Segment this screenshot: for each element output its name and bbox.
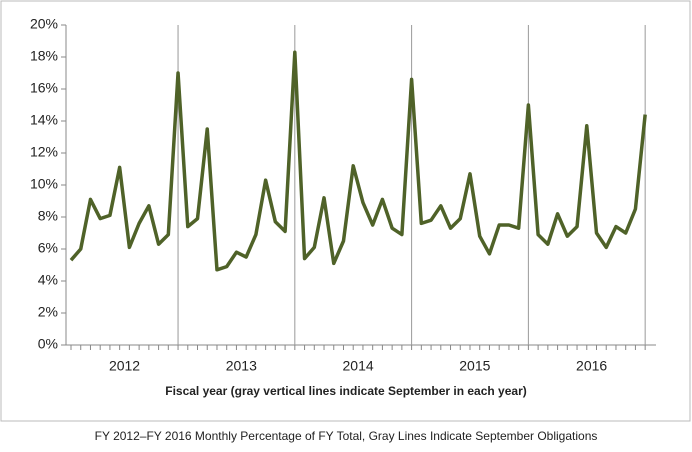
- y-tick-label: 12%: [30, 144, 58, 160]
- x-axis-title: Fiscal year (gray vertical lines indicat…: [165, 384, 527, 398]
- y-tick-label: 8%: [38, 208, 58, 224]
- y-tick-label: 6%: [38, 240, 58, 256]
- chart-border: [0, 0, 691, 422]
- x-tick-label: 2015: [459, 358, 490, 374]
- y-tick-label: 18%: [30, 48, 58, 64]
- y-tick-label: 0%: [38, 336, 58, 352]
- y-tick-label: 16%: [30, 80, 58, 96]
- y-tick-label: 2%: [38, 304, 58, 320]
- data-line: [69, 50, 647, 272]
- caption: FY 2012–FY 2016 Monthly Percentage of FY…: [95, 429, 598, 443]
- x-tick-label: 2013: [226, 358, 257, 374]
- x-tick-label: 2016: [576, 358, 607, 374]
- y-tick-label: 10%: [30, 176, 58, 192]
- x-tick-label: 2012: [109, 358, 140, 374]
- y-tick-label: 4%: [38, 272, 58, 288]
- y-tick-label: 14%: [30, 112, 58, 128]
- x-tick-label: 2014: [343, 358, 374, 374]
- y-tick-label: 20%: [30, 16, 58, 32]
